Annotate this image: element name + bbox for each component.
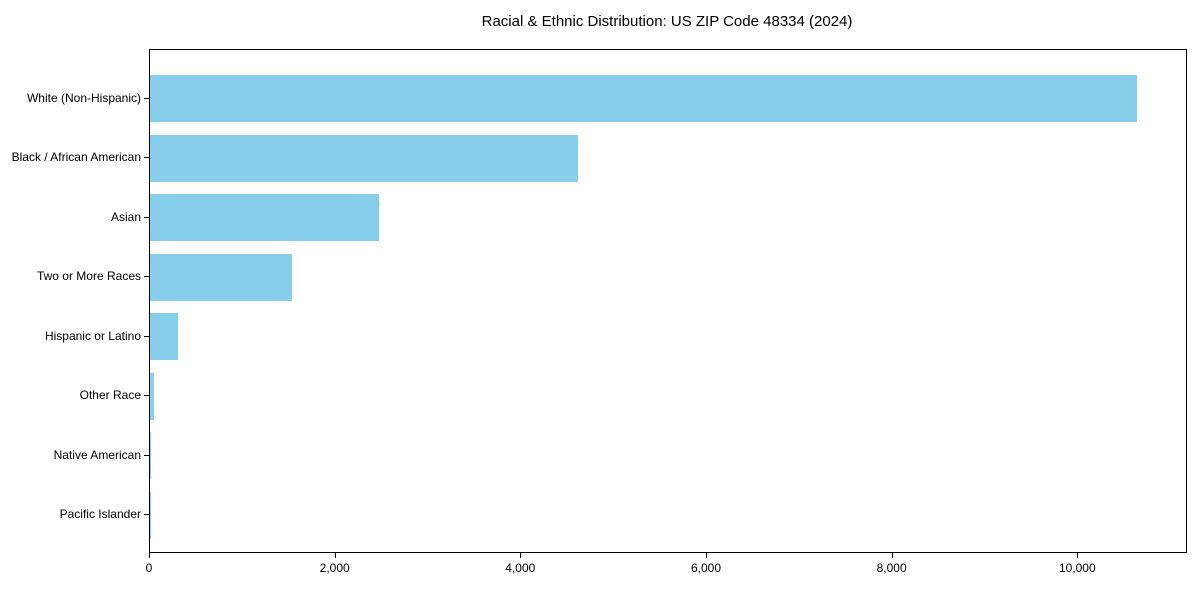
x-tick-label: 0 <box>145 561 153 575</box>
bar-black-african-american <box>150 134 578 182</box>
x-tick-label: 6,000 <box>690 561 721 575</box>
bar-other-race <box>150 372 155 420</box>
y-tick-label: Native American <box>53 447 141 462</box>
y-tick-label: Asian <box>110 209 141 224</box>
x-tick-label: 10,000 <box>1058 561 1096 575</box>
x-tick-label: 8,000 <box>876 561 907 575</box>
y-tick-mark <box>144 97 149 99</box>
x-tick-label: 2,000 <box>319 561 350 575</box>
y-tick-mark <box>144 335 149 337</box>
x-tick-mark <box>891 553 893 558</box>
chart-title: Racial & Ethnic Distribution: US ZIP Cod… <box>481 13 853 30</box>
y-tick-mark <box>144 276 149 277</box>
x-tick-mark <box>334 553 336 558</box>
bar-hispanic-or-latino <box>150 313 178 360</box>
bar-two-or-more-races <box>150 253 293 301</box>
y-tick-label: Other Race <box>79 388 141 402</box>
x-tick-mark <box>705 553 707 558</box>
bar-native-american <box>150 432 152 479</box>
y-tick-label: Black / African American <box>11 150 141 164</box>
y-tick-label: White (Non-Hispanic) <box>26 90 141 105</box>
y-tick-label: Hispanic or Latino <box>44 328 141 343</box>
x-tick-mark <box>1077 553 1079 558</box>
x-tick-mark <box>520 553 522 558</box>
bar-white-non-hispanic <box>150 75 1138 122</box>
x-tick-label: 4,000 <box>505 561 536 575</box>
bar-asian <box>150 194 379 241</box>
x-tick-mark <box>149 553 150 558</box>
y-tick-mark <box>144 157 149 158</box>
y-tick-mark <box>144 454 149 456</box>
y-tick-mark <box>144 514 149 515</box>
plot-area <box>149 49 1187 553</box>
y-tick-label: Pacific Islander <box>59 507 141 521</box>
y-tick-mark <box>144 395 149 396</box>
y-tick-label: Two or More Races <box>36 269 141 283</box>
y-tick-mark <box>144 216 149 218</box>
